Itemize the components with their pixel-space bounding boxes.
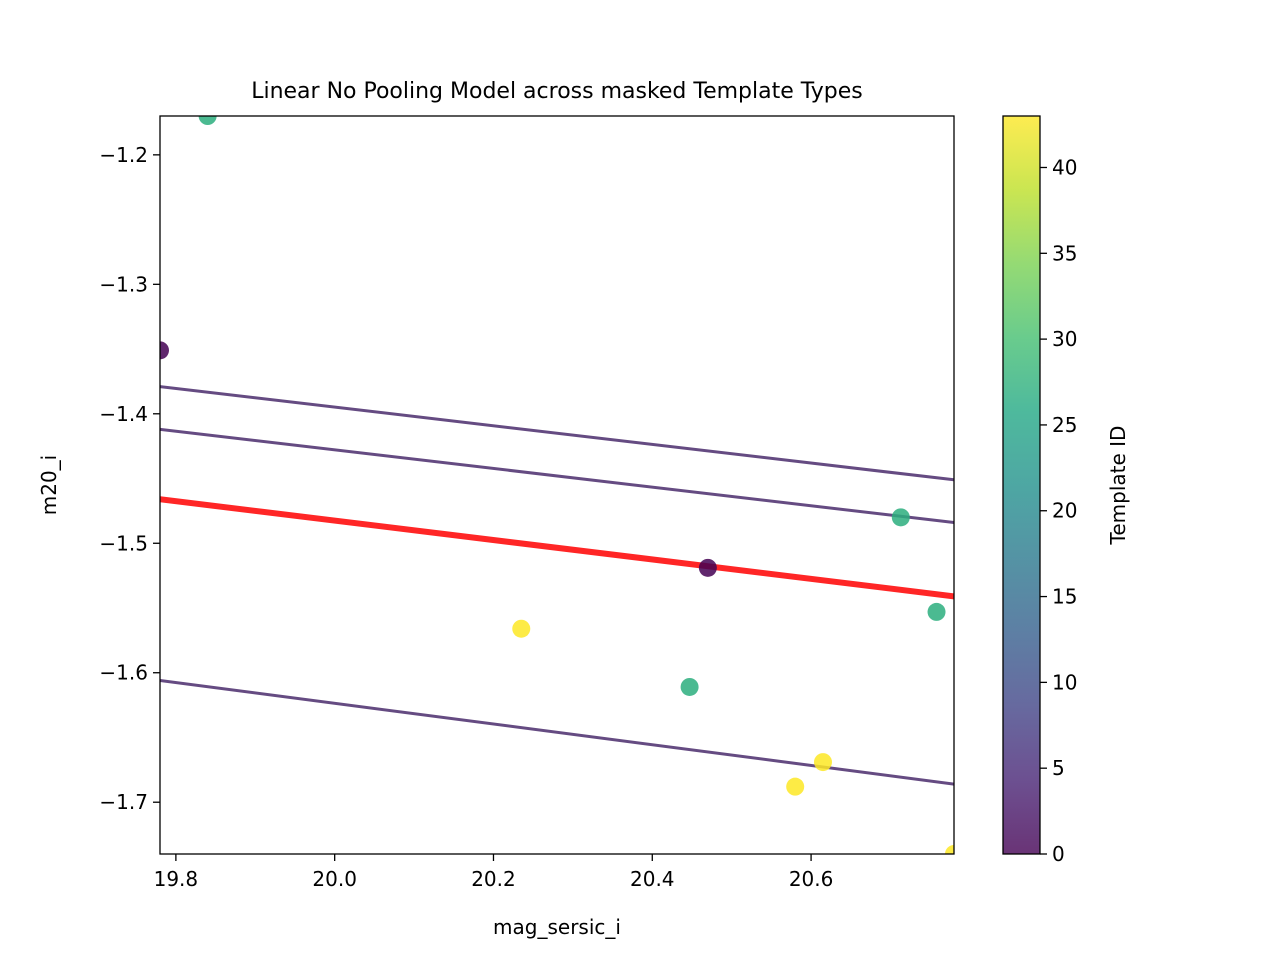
scatter-point-6 bbox=[891, 508, 910, 527]
scatter-point-3 bbox=[698, 558, 717, 577]
colorbar-tick-label: 35 bbox=[1052, 241, 1077, 265]
scatter-point-8 bbox=[786, 777, 805, 796]
scatter-point-5 bbox=[680, 677, 699, 696]
y-tick-label: −1.4 bbox=[99, 402, 148, 426]
scatter-point-7 bbox=[927, 602, 946, 621]
colorbar-tick-label: 5 bbox=[1052, 756, 1065, 780]
scatter-point-10 bbox=[945, 845, 954, 854]
x-tick-label: 20.0 bbox=[312, 867, 357, 891]
colorbar-ticks: 0 5 10 15 20 25 30 35 40 bbox=[1040, 155, 1077, 866]
y-tick-label: −1.2 bbox=[99, 143, 148, 167]
group-fit-line-1 bbox=[160, 385, 954, 482]
scatter-point-1 bbox=[198, 116, 217, 125]
pooled-fit-line bbox=[160, 496, 954, 600]
chart-title: Linear No Pooling Model across masked Te… bbox=[251, 79, 863, 104]
colorbar-tick-label: 30 bbox=[1052, 327, 1077, 351]
y-axis-ticks: −1.2 −1.3 −1.4 −1.5 −1.6 −1.7 bbox=[99, 143, 160, 814]
colorbar-tick-label: 20 bbox=[1052, 499, 1077, 523]
colorbar bbox=[1002, 115, 1041, 855]
colorbar-tick-label: 25 bbox=[1052, 413, 1077, 437]
x-axis-ticks: 19.8 20.0 20.2 20.4 20.6 bbox=[154, 854, 834, 891]
colorbar-tick-label: 10 bbox=[1052, 670, 1077, 694]
fit-lines bbox=[160, 385, 954, 786]
x-tick-label: 19.8 bbox=[154, 867, 199, 891]
y-tick-label: −1.6 bbox=[99, 661, 148, 685]
x-tick-label: 20.6 bbox=[789, 867, 834, 891]
y-axis-label: m20_i bbox=[37, 455, 61, 516]
group-fit-line-3 bbox=[160, 679, 954, 786]
y-tick-label: −1.3 bbox=[99, 272, 148, 296]
x-axis-label: mag_sersic_i bbox=[493, 915, 621, 939]
colorbar-label: Template ID bbox=[1106, 426, 1130, 546]
y-tick-label: −1.7 bbox=[99, 790, 148, 814]
scatter-point-9 bbox=[813, 753, 832, 772]
x-tick-label: 20.2 bbox=[471, 867, 516, 891]
y-tick-label: −1.5 bbox=[99, 531, 148, 555]
colorbar-tick-label: 0 bbox=[1052, 842, 1065, 866]
plot-area-frame bbox=[159, 115, 955, 855]
scatter-point-2 bbox=[160, 341, 169, 360]
colorbar-tick-label: 40 bbox=[1052, 155, 1077, 179]
scatter-points bbox=[160, 116, 954, 854]
scatter-point-4 bbox=[512, 619, 531, 638]
colorbar-tick-label: 15 bbox=[1052, 585, 1077, 609]
x-tick-label: 20.4 bbox=[630, 867, 675, 891]
group-fit-line-2 bbox=[160, 427, 954, 525]
